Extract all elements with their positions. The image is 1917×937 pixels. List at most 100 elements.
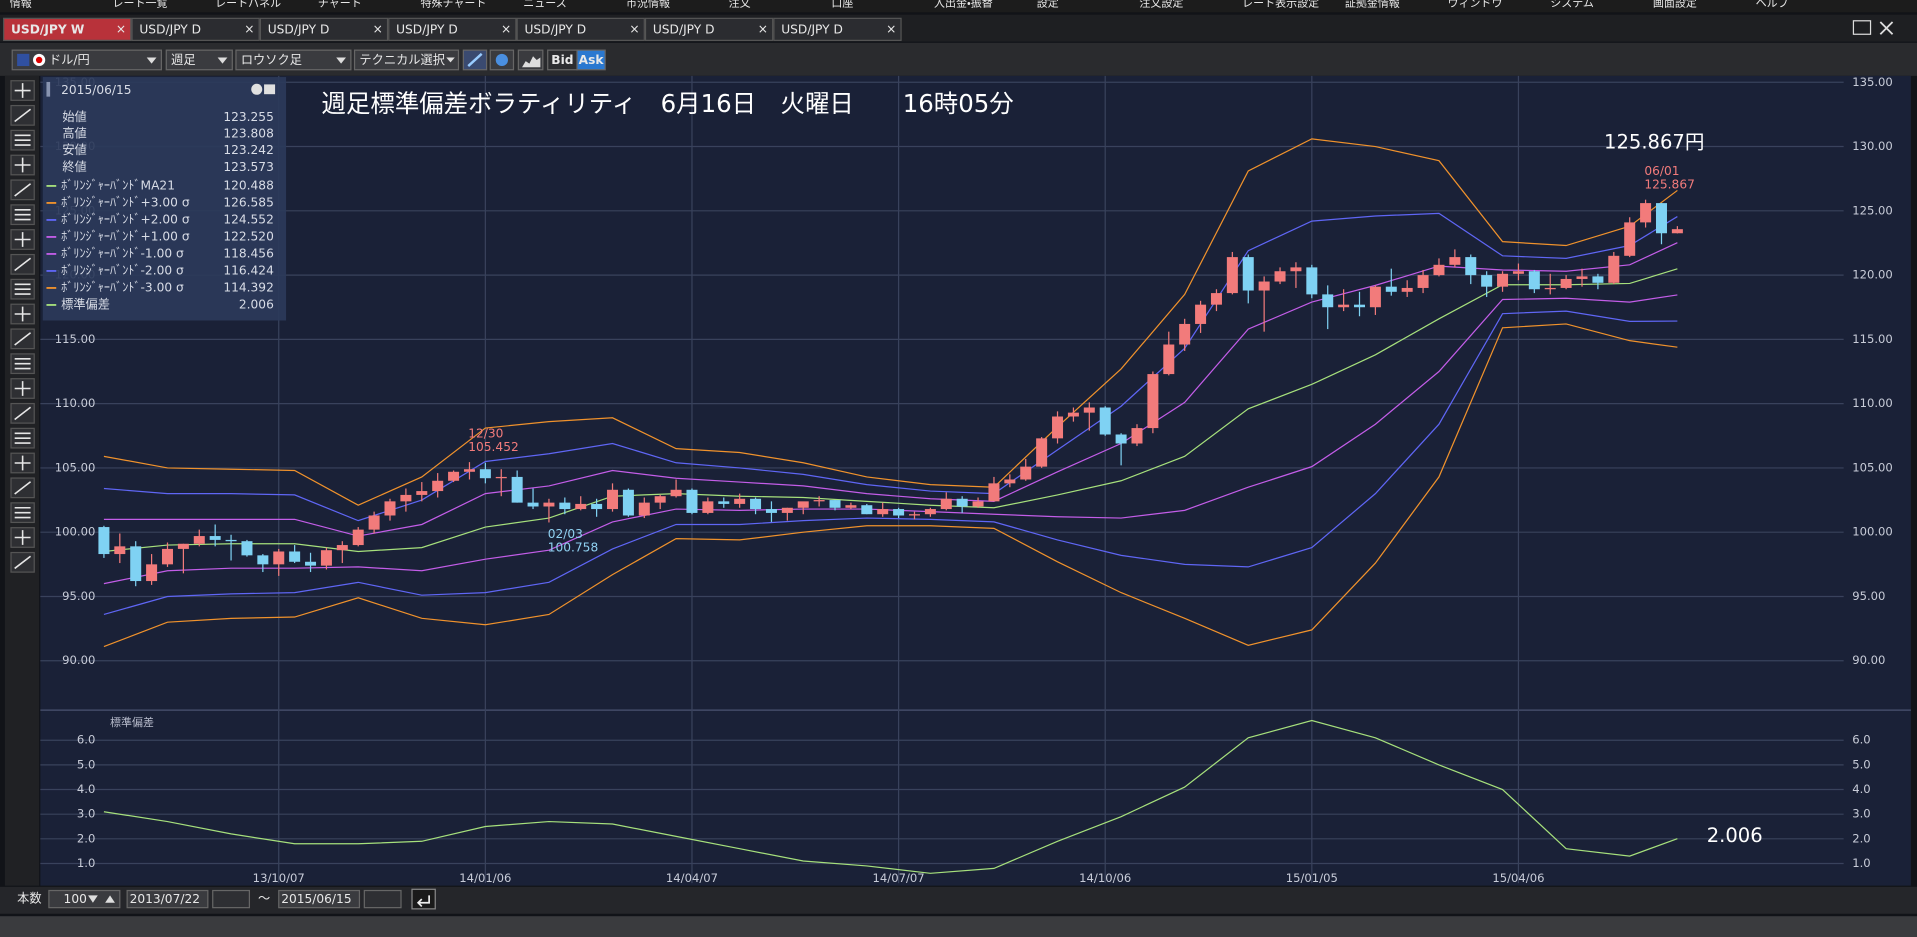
menu-item[interactable]: レート表示設定 <box>1242 0 1319 10</box>
menu-item[interactable]: 特殊チャート <box>421 0 487 10</box>
tool-icon <box>14 134 31 146</box>
chart-style-select[interactable] <box>235 49 352 71</box>
info-label: ﾎﾞﾘﾝｼﾞｬｰﾊﾞﾝﾄﾞ+2.00 σ <box>61 212 190 226</box>
tab-close[interactable]: × <box>244 22 254 36</box>
menu-item[interactable]: ヘルプ <box>1756 0 1789 10</box>
y-tick-label: 110.00 <box>55 396 96 410</box>
band-line <box>103 310 1678 616</box>
candle-body <box>591 503 603 510</box>
candle-body <box>1624 222 1636 256</box>
menu-item[interactable]: ニュース <box>523 0 566 10</box>
menu-item[interactable]: 口座 <box>831 0 853 10</box>
tab[interactable] <box>516 17 645 41</box>
candle-body <box>797 501 809 508</box>
tab[interactable] <box>773 17 902 41</box>
y-tick-label: 6.0 <box>77 733 95 747</box>
x-tick-label: 13/10/07 <box>253 871 305 885</box>
candle-body <box>1099 407 1111 435</box>
y2-tick-label: 6.0 <box>1852 733 1870 747</box>
candle-body <box>1528 271 1540 290</box>
candle-body <box>495 476 507 479</box>
candle-body <box>146 564 158 582</box>
menu-item[interactable]: レートパネル <box>215 0 281 10</box>
candle-body <box>861 505 873 515</box>
tool-icon <box>14 481 32 495</box>
candle-body <box>1210 293 1222 305</box>
x-tick-label: 14/04/07 <box>666 871 718 885</box>
candle-body <box>1560 278 1572 288</box>
y2-tick-label: 100.00 <box>1852 525 1893 539</box>
y-tick-label: 3.0 <box>77 807 95 821</box>
x-tick-label: 15/04/06 <box>1492 871 1544 885</box>
tab-close[interactable]: × <box>886 22 896 36</box>
tab-close[interactable]: × <box>758 22 768 36</box>
info-icon[interactable] <box>251 83 263 95</box>
count-input[interactable] <box>48 889 121 909</box>
menu-item[interactable]: システム <box>1550 0 1594 10</box>
ask-button[interactable] <box>576 49 606 71</box>
candle-body <box>972 501 984 507</box>
tool-icon <box>14 157 31 173</box>
tab-close[interactable]: × <box>501 22 511 36</box>
pair-select[interactable] <box>11 49 162 71</box>
from-input[interactable] <box>126 889 209 909</box>
y2-tick-label: 95.00 <box>1852 589 1885 603</box>
technical-select[interactable] <box>353 49 460 71</box>
candle-body <box>1497 273 1509 287</box>
from-time-input[interactable] <box>212 889 251 909</box>
menu-item[interactable]: 市況情報 <box>626 0 670 10</box>
maximize-button[interactable] <box>1852 20 1872 35</box>
menu-item[interactable]: 注文設定 <box>1139 0 1183 10</box>
chart-title: 週足標準偏差ボラティリティ 6月16日 火曜日 16時05分 <box>322 89 1014 118</box>
to-input[interactable] <box>278 889 361 909</box>
menu-item[interactable]: 入出金・振替 <box>934 0 993 10</box>
tool-icon <box>14 530 31 545</box>
close-window-button[interactable] <box>1879 21 1894 35</box>
tab[interactable] <box>644 17 774 41</box>
tool-icon <box>14 332 32 346</box>
tab[interactable] <box>259 17 389 41</box>
y2-tick-label: 3.0 <box>1852 807 1870 821</box>
candle-body <box>1354 304 1366 308</box>
tab[interactable] <box>131 17 260 41</box>
y-tick-label: 1.0 <box>77 856 95 870</box>
tab-label: USD/JPY D <box>524 22 586 36</box>
apply-button[interactable] <box>411 888 436 910</box>
band-line <box>103 268 1678 553</box>
menu-item[interactable]: 画面設定 <box>1653 0 1697 10</box>
period-select[interactable] <box>165 49 233 71</box>
candle-body <box>130 546 142 582</box>
menu-item[interactable]: レート一覧 <box>112 0 167 10</box>
candle-body <box>813 500 825 502</box>
candle-body <box>273 551 285 565</box>
y2-tick-label: 135.00 <box>1852 75 1893 89</box>
menu-item[interactable]: チャート <box>318 0 362 10</box>
info-value: 120.488 <box>223 178 274 192</box>
tool-icon <box>14 183 32 197</box>
info-value: 124.552 <box>223 212 274 226</box>
candle-body <box>1465 257 1477 276</box>
info-panel: 2015/06/15 始値 123.255 高値 123.808 安値 123.242 終値… <box>42 77 287 321</box>
y2-tick-label: 5.0 <box>1852 757 1870 771</box>
count-spinner[interactable] <box>88 895 115 903</box>
to-time-input[interactable] <box>363 889 402 909</box>
menu-item[interactable]: 注文 <box>729 0 751 10</box>
menu-item[interactable]: 設定 <box>1037 0 1059 10</box>
collapse-icon[interactable] <box>264 84 276 95</box>
y2-tick-label: 2.0 <box>1852 831 1870 845</box>
menu-item[interactable]: ウィンドウ <box>1448 0 1503 10</box>
status-bar <box>0 916 1917 937</box>
info-value: 116.424 <box>223 263 274 277</box>
info-value: 122.520 <box>223 229 274 243</box>
menu-item[interactable]: 証拠金情報 <box>1345 0 1400 10</box>
candle-body <box>622 489 634 516</box>
tab-close[interactable]: × <box>373 22 383 36</box>
tab-close[interactable]: × <box>116 22 126 36</box>
ask-label: Ask <box>579 53 605 67</box>
annotation-value: 100.758 <box>548 541 599 555</box>
tab-close[interactable]: × <box>629 22 639 36</box>
menu-item[interactable]: 情報 <box>10 0 32 10</box>
tab[interactable] <box>388 17 517 41</box>
bid-label: Bid <box>551 53 573 67</box>
tab[interactable] <box>3 17 132 41</box>
